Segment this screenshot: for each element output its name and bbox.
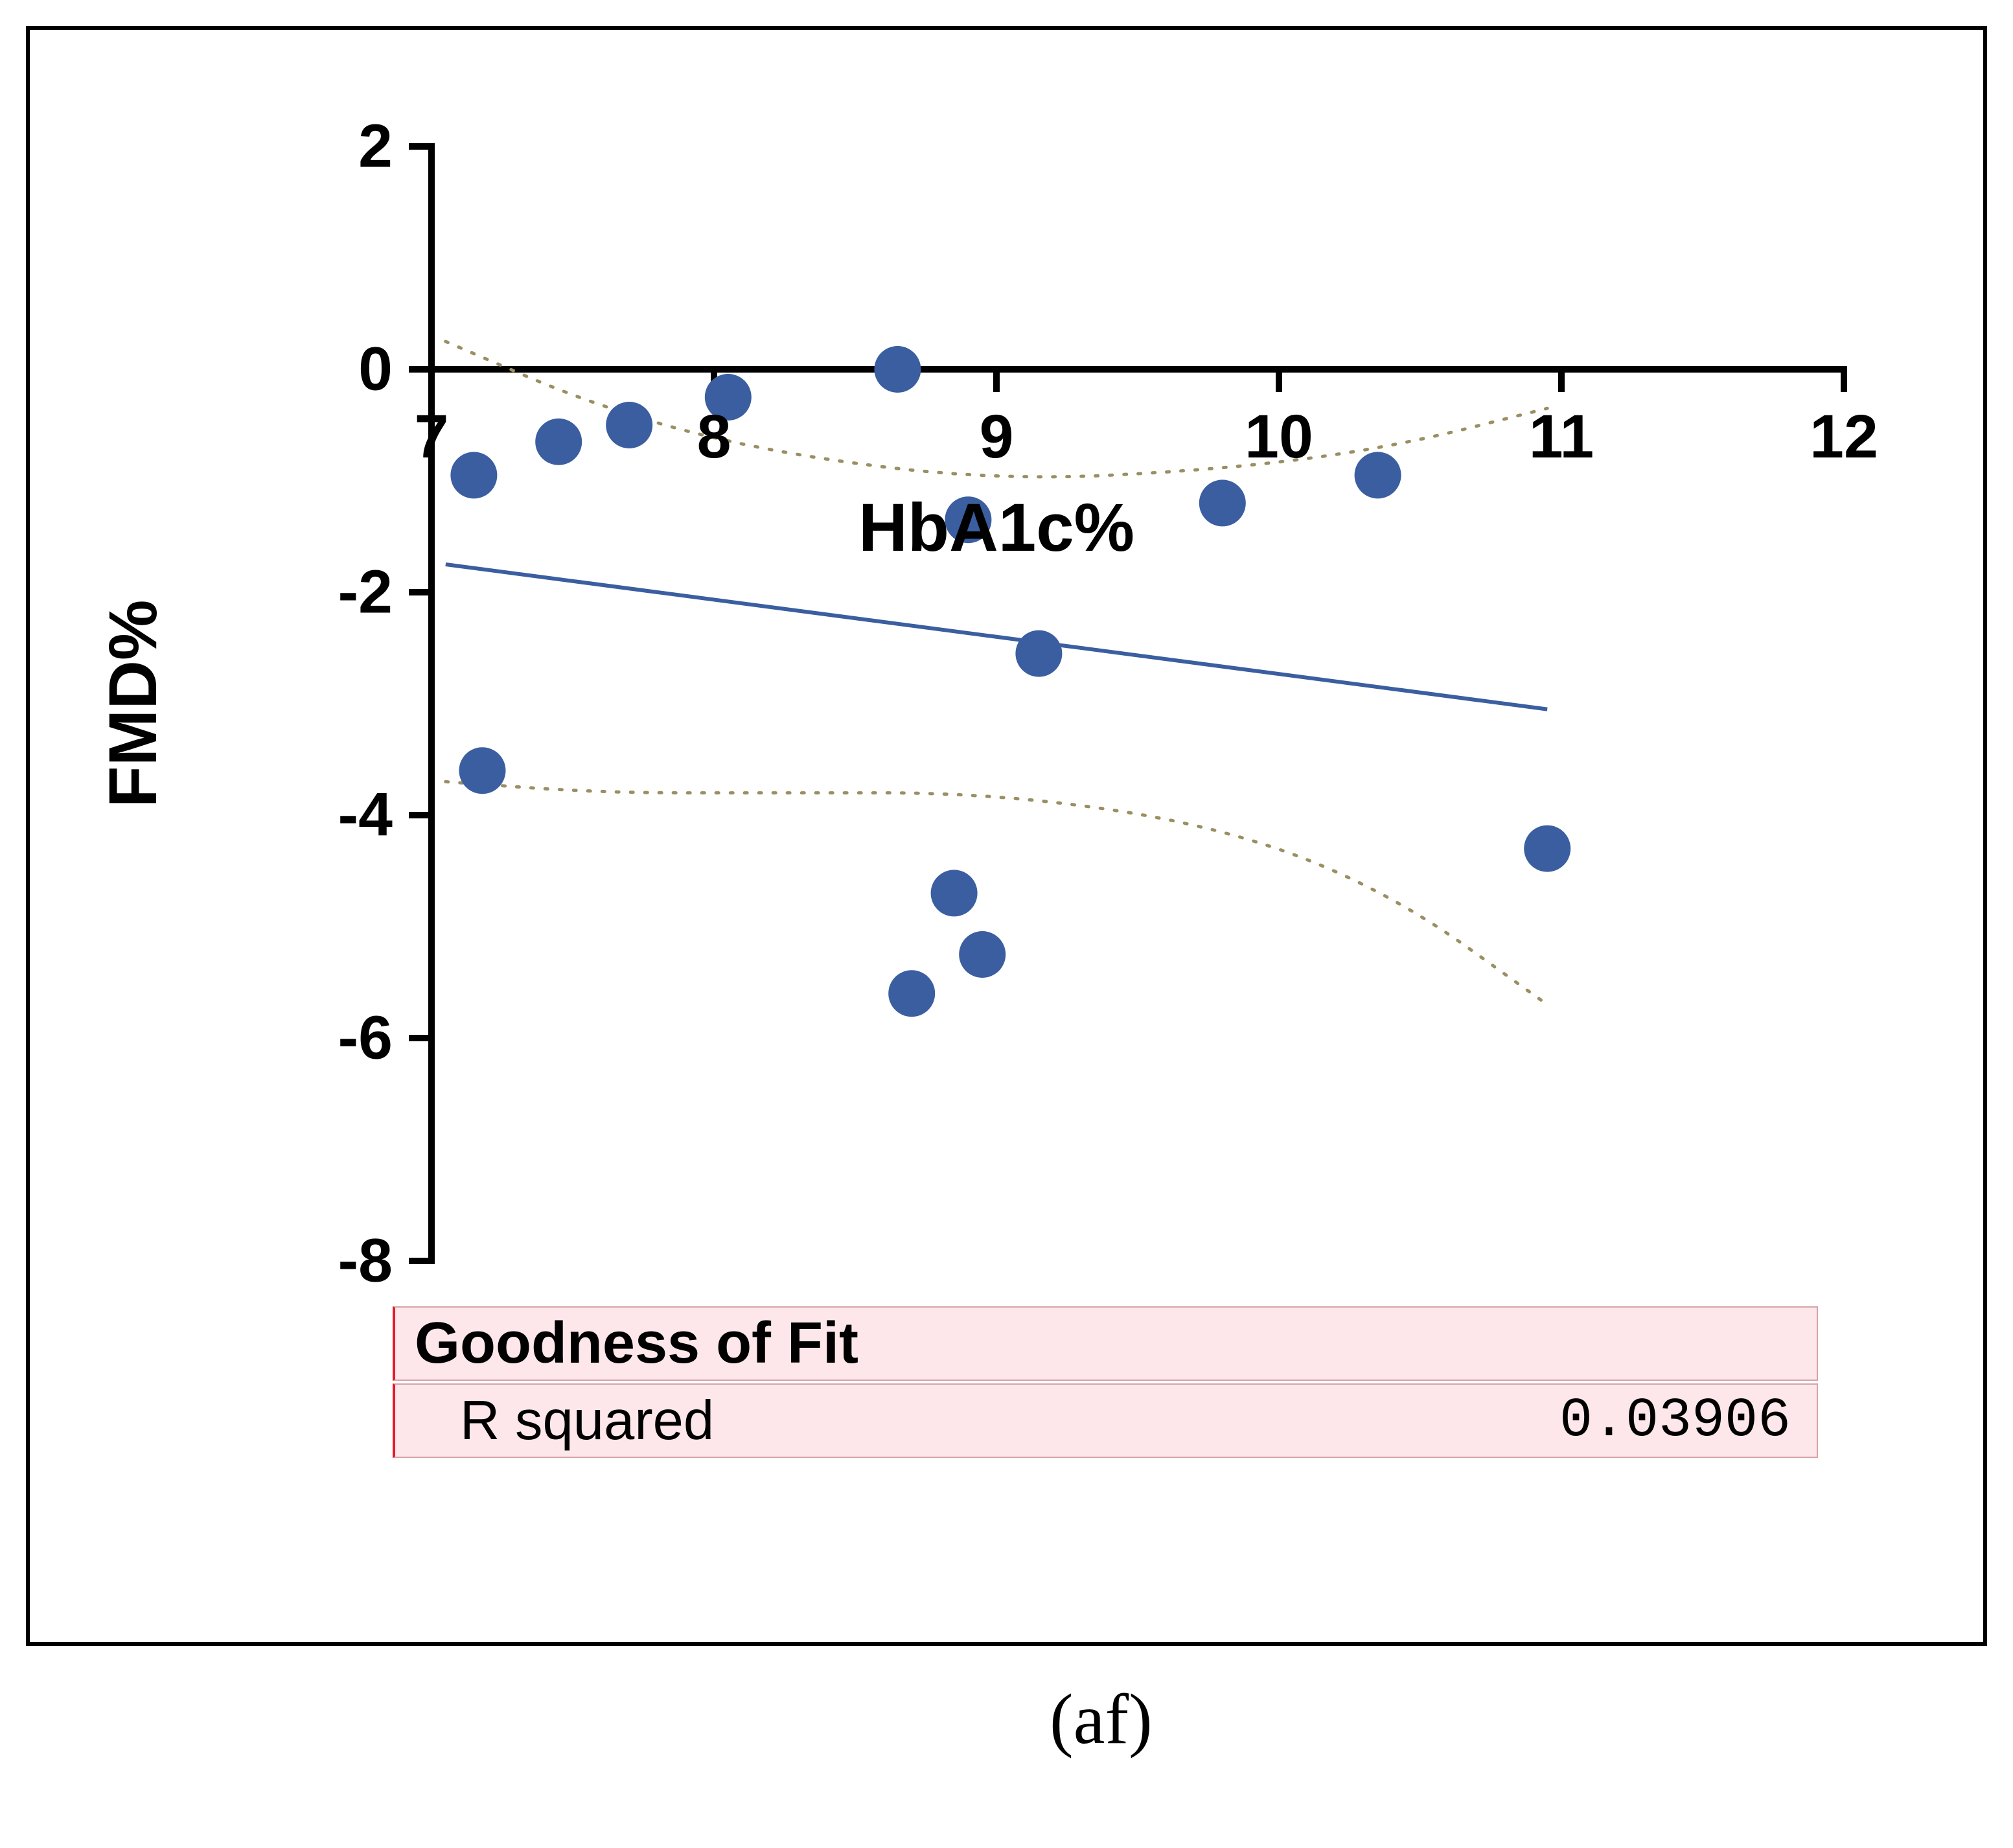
goodness-of-fit-box: Goodness of Fit R squared 0.03906 — [393, 1306, 1818, 1458]
x-tick-label: 11 — [1529, 402, 1594, 472]
x-tick-label: 10 — [1245, 402, 1313, 472]
y-tick-label: -6 — [338, 1003, 393, 1074]
fit-value-row: R squared 0.03906 — [393, 1383, 1818, 1458]
x-tick-label: 8 — [697, 402, 731, 472]
y-tick-label: -4 — [338, 780, 393, 851]
fit-title-row: Goodness of Fit — [393, 1306, 1818, 1381]
x-axis-label: HbA1c% — [858, 489, 1134, 567]
x-tick-label: 9 — [980, 402, 1014, 472]
y-tick-label: 0 — [358, 334, 393, 405]
figure-frame: FMD% HbA1c% 7 8 9 10 11 12 -8 -6 -4 -2 0 2 Goodness… — [26, 26, 1987, 1646]
figure-outer: FMD% HbA1c% 7 8 9 10 11 12 -8 -6 -4 -2 0 2 Goodness… — [0, 0, 2013, 1848]
x-tick-label: 7 — [415, 402, 449, 472]
y-tick-label: -8 — [338, 1226, 393, 1297]
x-tick-label: 12 — [1810, 402, 1878, 472]
y-axis-label: FMD% — [95, 600, 172, 808]
fit-value: 0.03906 — [1559, 1389, 1791, 1452]
subfigure-caption: (af) — [1050, 1678, 1153, 1761]
y-tick-label: 2 — [358, 111, 393, 182]
fit-title: Goodness of Fit — [415, 1310, 858, 1377]
fit-label: R squared — [415, 1389, 714, 1453]
y-tick-label: -2 — [338, 557, 393, 628]
